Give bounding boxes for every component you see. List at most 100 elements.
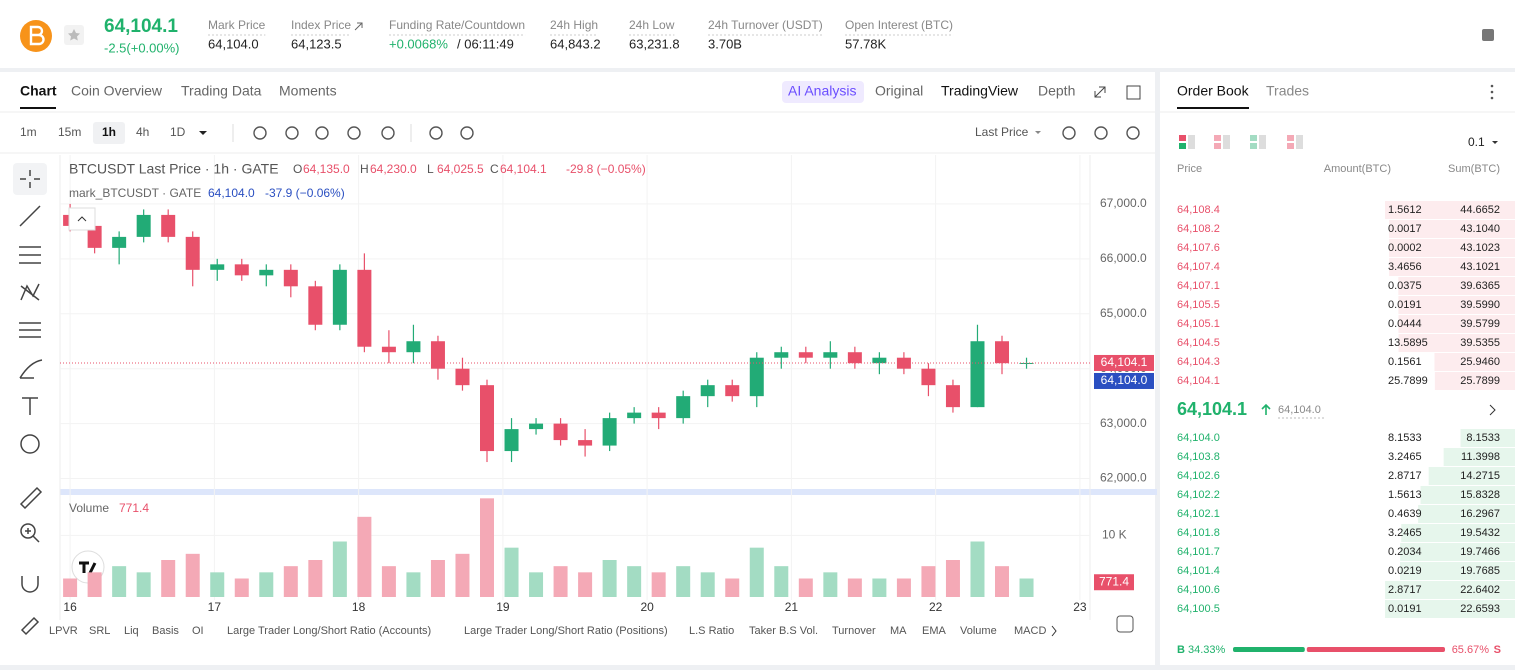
volume-bar [63,578,78,597]
toolbar-icon[interactable] [285,126,299,140]
dropdown-arrow [1035,131,1041,134]
layout-icon[interactable] [1287,135,1294,141]
toolbar-icon[interactable] [315,126,329,140]
x-tick-label: 19 [496,600,510,614]
book-price[interactable]: 64,101.8 [1177,527,1220,539]
settings-icon[interactable] [1482,29,1494,41]
tab[interactable]: Trades [1266,83,1309,99]
book-price[interactable]: 64,107.1 [1177,280,1220,292]
indicator-tab[interactable]: Turnover [832,625,876,637]
book-sum: 8.1533 [1466,432,1500,444]
book-price[interactable]: 64,107.6 [1177,242,1220,254]
timeframe[interactable]: 1m [20,125,37,139]
depth-bar [1460,429,1515,447]
buy-ratio: 34.33% [1188,644,1226,656]
toolbar-icon[interactable] [253,126,267,140]
book-price[interactable]: 64,104.3 [1177,356,1220,368]
book-price[interactable]: 64,101.7 [1177,546,1220,558]
book-price[interactable]: 64,108.2 [1177,223,1220,235]
view-tab[interactable]: Original [875,83,923,99]
view-tab[interactable]: AI Analysis [788,83,856,99]
volume-bar [1019,578,1034,597]
book-price[interactable]: 64,104.1 [1177,375,1220,387]
book-price[interactable]: 64,102.1 [1177,508,1220,520]
collapse-button[interactable] [68,207,96,231]
toolbar-icon[interactable] [1062,126,1076,140]
toolbar-icon[interactable] [381,126,395,140]
x-tick-label: 18 [352,600,366,614]
book-price[interactable]: 64,102.6 [1177,470,1220,482]
view-tab[interactable]: Depth [1038,83,1075,99]
indicator-tab[interactable]: LPVR [49,625,78,637]
depth-bar [1385,581,1515,599]
layout-icon [1179,143,1186,149]
book-price[interactable]: 64,107.4 [1177,261,1220,273]
book-sum: 25.7899 [1460,375,1500,387]
indicator-tab[interactable]: MA [890,625,907,637]
volume-bar [210,572,225,597]
candle-body [332,269,347,325]
indicator-tab[interactable]: EMA [922,625,947,637]
timeframe[interactable]: 1D [170,125,186,139]
layout-icon[interactable] [1250,135,1257,141]
candle-body [430,341,445,369]
book-price[interactable]: 64,101.4 [1177,565,1220,577]
volume-bar [87,572,102,597]
tab[interactable]: Coin Overview [71,83,163,99]
indicator-tab[interactable]: SRL [89,625,110,637]
timeframe[interactable]: 15m [58,125,81,139]
indicator-tab[interactable]: Liq [124,625,139,637]
scroll-arrow [1051,625,1057,637]
toolbar-icon[interactable] [429,126,443,140]
indicator-tab[interactable]: Taker B.S Vol. [749,625,818,637]
book-price[interactable]: 64,104.0 [1177,432,1220,444]
book-price[interactable]: 64,104.5 [1177,337,1220,349]
book-amount: 0.0002 [1388,242,1422,254]
timeframe[interactable]: 4h [136,125,149,139]
volume-value: 771.4 [119,501,149,515]
book-price[interactable]: 64,103.8 [1177,451,1220,463]
indicator-tab[interactable]: Volume [960,625,997,637]
layout-icon[interactable] [1214,135,1221,141]
volume-bar [234,578,249,597]
layout-icon[interactable] [1179,135,1186,141]
toolbar-icon[interactable] [347,126,361,140]
axis-settings[interactable] [1116,615,1134,633]
timeframe[interactable]: 1h [102,125,116,139]
book-price[interactable]: 64,100.6 [1177,584,1220,596]
depth-bar [1434,353,1515,371]
price-source[interactable]: Last Price [975,125,1029,139]
indicator-tab[interactable]: Large Trader Long/Short Ratio (Accounts) [227,625,431,637]
indicator-tab[interactable]: MACD [1014,625,1046,637]
ohlc-label: O [293,162,302,176]
stat-value: 64,123.5 [291,36,342,51]
book-price[interactable]: 64,105.1 [1177,318,1220,330]
toolbar-icon[interactable] [1126,126,1140,140]
tool-selected[interactable] [13,163,47,195]
indicator-tab[interactable]: Basis [152,625,179,637]
book-price[interactable]: 64,105.5 [1177,299,1220,311]
book-price[interactable]: 64,108.4 [1177,204,1220,216]
book-amount: 0.0191 [1388,299,1422,311]
tab[interactable]: Moments [279,83,337,99]
book-amount: 0.0375 [1388,280,1422,292]
stat-value: 3.70B [708,36,742,51]
indicator-tab[interactable]: L.S Ratio [689,625,734,637]
toolbar-icon[interactable] [1094,126,1108,140]
chevron [1489,404,1496,416]
tab[interactable]: Chart [20,83,57,99]
tab-underline [20,107,56,109]
tab[interactable]: Trading Data [181,83,262,99]
view-tab[interactable]: TradingView [941,83,1019,99]
indicator-tab[interactable]: OI [192,625,204,637]
precision[interactable]: 0.1 [1468,135,1485,149]
tab[interactable]: Order Book [1177,83,1250,99]
volume-bar [872,578,887,597]
book-price[interactable]: 64,102.2 [1177,489,1220,501]
toolbar-icon[interactable] [460,126,474,140]
y-tick-label: 67,000.0 [1100,196,1147,210]
book-sum: 15.8328 [1460,489,1500,501]
legend-change: -29.8 (−0.05%) [566,162,646,176]
indicator-tab[interactable]: Large Trader Long/Short Ratio (Positions… [464,625,668,637]
book-price[interactable]: 64,100.5 [1177,603,1220,615]
